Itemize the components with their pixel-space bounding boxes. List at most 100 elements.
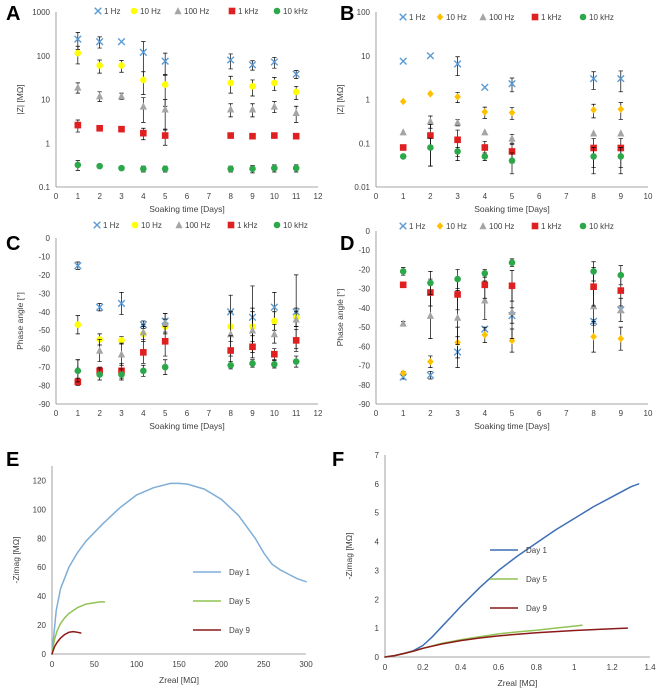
legend-marker [93, 221, 101, 229]
data-point [271, 164, 278, 172]
legend-label: 10 kHz [283, 7, 308, 16]
error-bar [455, 56, 460, 77]
data-point [74, 35, 82, 43]
y-tick-label: 100 [37, 52, 51, 61]
data-point [227, 361, 234, 369]
error-bar [141, 97, 146, 123]
y-tick-label: -40 [358, 304, 370, 313]
y-tick-label: 20 [37, 621, 46, 630]
y-tick-label: -60 [358, 342, 370, 351]
data-point [454, 93, 461, 101]
data-point [249, 343, 256, 351]
data-point [118, 371, 125, 378]
data-point [292, 337, 300, 344]
legend-marker [579, 13, 587, 21]
x-tick-label: 4 [141, 192, 146, 201]
x-tick-label: 2 [428, 192, 433, 201]
x-tick-label: 6 [185, 409, 190, 418]
x-tick-label: 2 [428, 409, 433, 418]
data-point [590, 268, 597, 275]
x-tick-label: 1 [572, 663, 577, 672]
legend-marker [174, 7, 182, 15]
legend-marker [130, 7, 138, 15]
data-point [617, 153, 625, 160]
data-point [481, 108, 489, 116]
error-bar [162, 52, 168, 77]
data-point [140, 76, 147, 84]
x-tick-label: 300 [299, 660, 313, 669]
error-bar [618, 70, 623, 93]
data-point [590, 283, 597, 291]
y-tick-label: -30 [38, 289, 50, 298]
y-tick-label: -20 [358, 265, 370, 274]
data-point [249, 132, 256, 140]
legend-label: 100 Hz [489, 222, 514, 231]
legend-label: 1 Hz [103, 221, 119, 230]
series-line-day-9 [384, 627, 629, 658]
y-tick-label: 120 [33, 476, 47, 485]
series-1-hz [399, 51, 625, 93]
panel-label-a: A [6, 3, 20, 25]
x-tick-label: 11 [292, 192, 301, 201]
data-point [292, 108, 300, 116]
series-100-hz [74, 82, 300, 131]
error-bar [618, 147, 623, 175]
data-point [481, 281, 489, 289]
data-point [271, 317, 278, 325]
data-point [140, 367, 147, 375]
panel-label-e: E [6, 449, 19, 471]
data-point [454, 148, 461, 155]
data-point [617, 271, 625, 279]
legend-marker [436, 13, 444, 21]
legend-label: 100 Hz [185, 221, 210, 230]
y-tick-label: 80 [37, 534, 46, 543]
x-tick-label: 0.4 [455, 663, 467, 672]
x-tick-label: 0.8 [531, 663, 543, 672]
y-tick-label: 6 [375, 480, 380, 489]
legend-marker [131, 221, 139, 229]
series-10-hz [74, 307, 300, 346]
series-1-khz [74, 326, 300, 386]
y-axis-title: Phase angle [°] [335, 289, 345, 347]
legend-label: 1 kHz [541, 222, 561, 231]
data-point [617, 105, 625, 114]
data-point [118, 164, 125, 172]
y-tick-label: -50 [38, 326, 50, 335]
data-point [271, 79, 278, 87]
x-tick-label: 1.4 [644, 663, 656, 672]
data-point [427, 144, 434, 151]
x-tick-label: 0 [374, 192, 379, 201]
y-tick-label: 1000 [32, 8, 50, 17]
data-point [508, 148, 516, 155]
y-tick-label: 60 [37, 563, 46, 572]
chart-d: 0 -10 -20 -30 -40 -50 -60 -70 -80 -90 0 1 2 3 4 5 6 7 8 9 10… [335, 222, 653, 431]
legend-marker [479, 222, 487, 230]
y-tick-label: -80 [38, 382, 50, 391]
data-point [590, 106, 597, 114]
panel-label-b: B [340, 3, 354, 25]
x-tick-label: 1 [401, 409, 406, 418]
x-tick-label: 8 [591, 409, 596, 418]
x-tick-label: 10 [644, 192, 653, 201]
x-axis-title: Zreal [MΩ] [159, 675, 199, 685]
y-tick-label: -20 [38, 271, 50, 280]
data-point [74, 367, 82, 375]
x-tick-label: 100 [130, 660, 144, 669]
error-bar [228, 53, 233, 70]
x-tick-label: 6 [537, 409, 542, 418]
x-tick-label: 150 [172, 660, 186, 669]
data-point [481, 83, 489, 92]
chart-b: 0.01 0.1 1 10 100 0 1 2 3 4 5 6 7 8 9 10 Soaking time [D… [335, 8, 653, 214]
series-10-hz [399, 89, 625, 120]
x-axis-title: Soaking time [Days] [474, 421, 550, 431]
data-point [399, 144, 407, 151]
data-point [117, 37, 126, 46]
x-tick-label: 1 [76, 409, 81, 418]
data-point [117, 350, 126, 358]
x-tick-label: 1 [401, 192, 406, 201]
x-tick-label: 12 [314, 192, 323, 201]
data-point [226, 56, 235, 64]
x-tick-label: 10 [270, 409, 279, 418]
data-point [96, 162, 103, 170]
